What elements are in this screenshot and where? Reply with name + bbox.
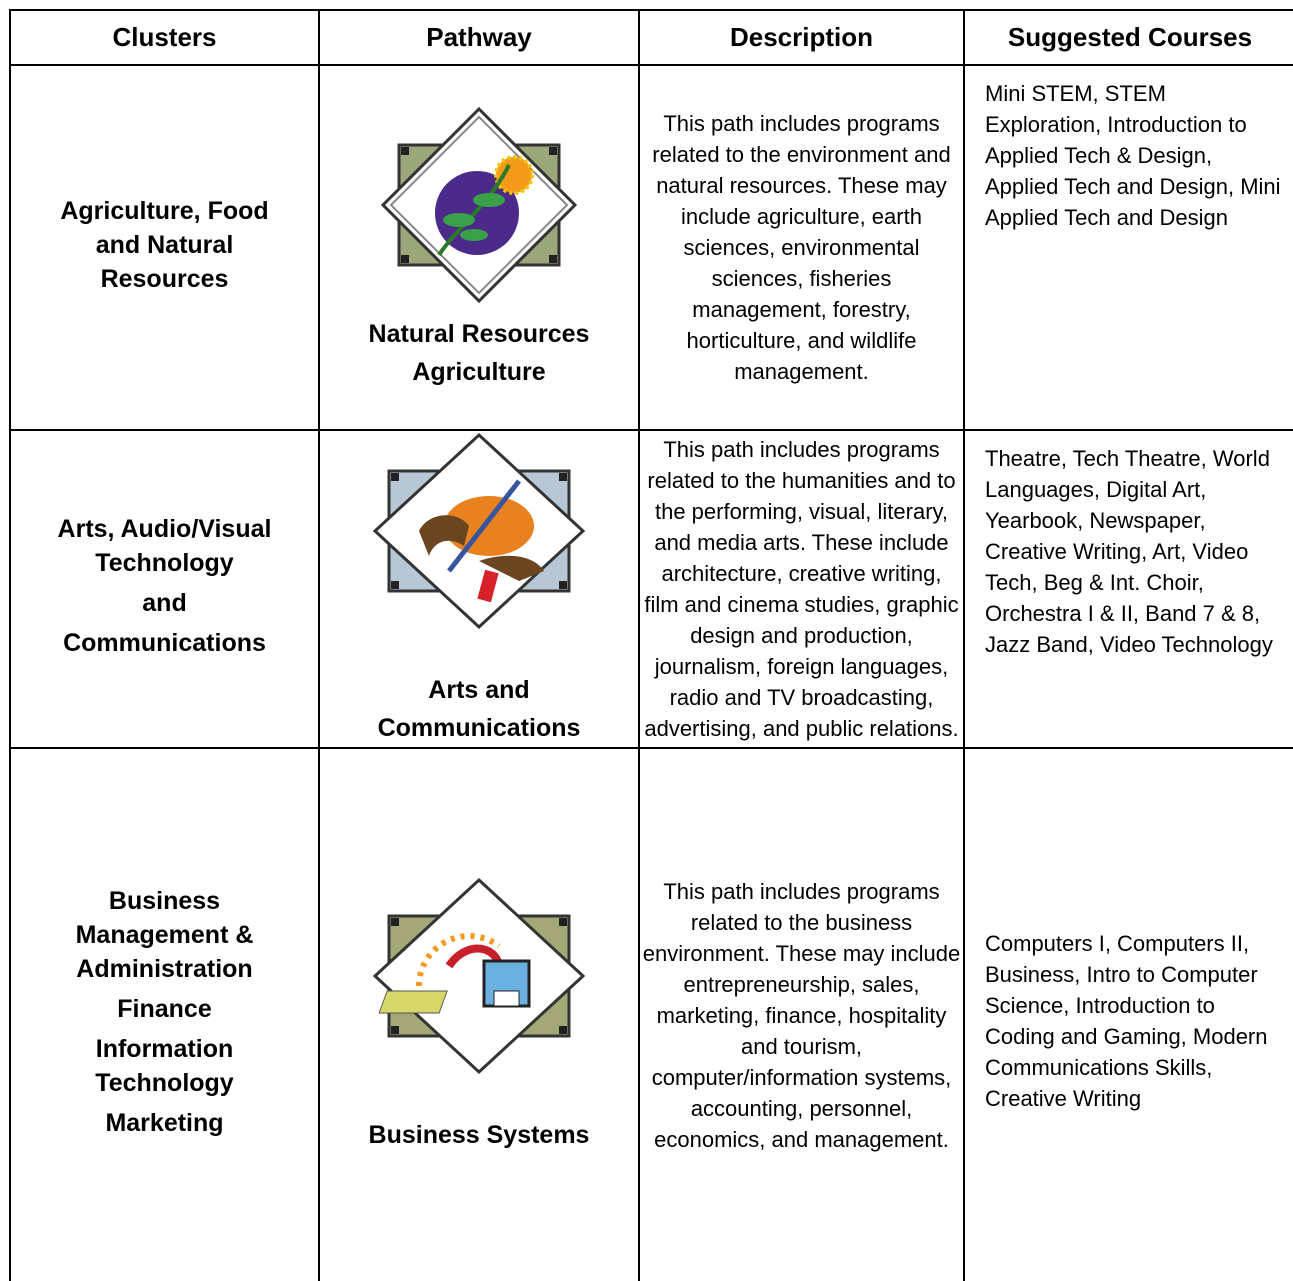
header-cell: Pathway [318, 9, 640, 66]
description: This path includes programs related to t… [638, 747, 965, 1281]
cluster: Marketing [105, 1109, 224, 1137]
pathway-table: Clusters Pathway Description Suggested C… [9, 9, 1293, 1281]
row: Business Management & Administration Fin… [9, 747, 1293, 1281]
row: Agriculture, Food and Natural Resources … [9, 64, 1293, 431]
header-cell: Clusters [9, 9, 320, 66]
cluster-cell: Arts, Audio/Visual Technology and Commun… [9, 429, 320, 749]
pathway-icon [372, 432, 586, 630]
page: Clusters Pathway Description Suggested C… [9, 9, 1293, 1281]
cluster-cell: Business Management & Administration Fin… [9, 747, 320, 1281]
pathway-cell: Business Systems [318, 747, 640, 1281]
courses: Mini STEM, STEM Exploration, Introductio… [963, 64, 1293, 431]
pathway-cell: Arts and Communications [318, 429, 640, 749]
header-cell: Description [638, 9, 965, 66]
cluster: and [142, 589, 187, 617]
pathway-icon [380, 106, 578, 303]
cluster-cell: Agriculture, Food and Natural Resources [9, 64, 320, 431]
courses: Theatre, Tech Theatre, World Languages, … [963, 429, 1293, 749]
description: This path includes programs related to t… [638, 64, 965, 431]
pathway-icon [372, 877, 586, 1075]
header-cell: Suggested Courses [963, 9, 1293, 66]
pathway-cell: Natural Resources Agriculture [318, 64, 640, 431]
row: Arts, Audio/Visual Technology and Commun… [9, 429, 1293, 749]
cluster: Business Management & Administration [75, 887, 254, 983]
pathway-name: Business Systems [368, 1121, 590, 1149]
cluster: Agriculture, Food and Natural Resources [60, 196, 269, 293]
pathway-name: Natural Resources Agriculture [368, 319, 590, 386]
description: This path includes programs related to t… [638, 429, 965, 749]
pathway-name: Arts and Communications [377, 676, 581, 742]
header-row: Clusters Pathway Description Suggested C… [9, 9, 1293, 66]
courses: Computers I, Computers II, Business, Int… [963, 747, 1293, 1281]
cluster: Information Technology [95, 1035, 234, 1097]
cluster: Communications [63, 629, 266, 657]
cluster: Arts, Audio/Visual Technology [57, 515, 272, 577]
cluster: Finance [117, 995, 212, 1023]
